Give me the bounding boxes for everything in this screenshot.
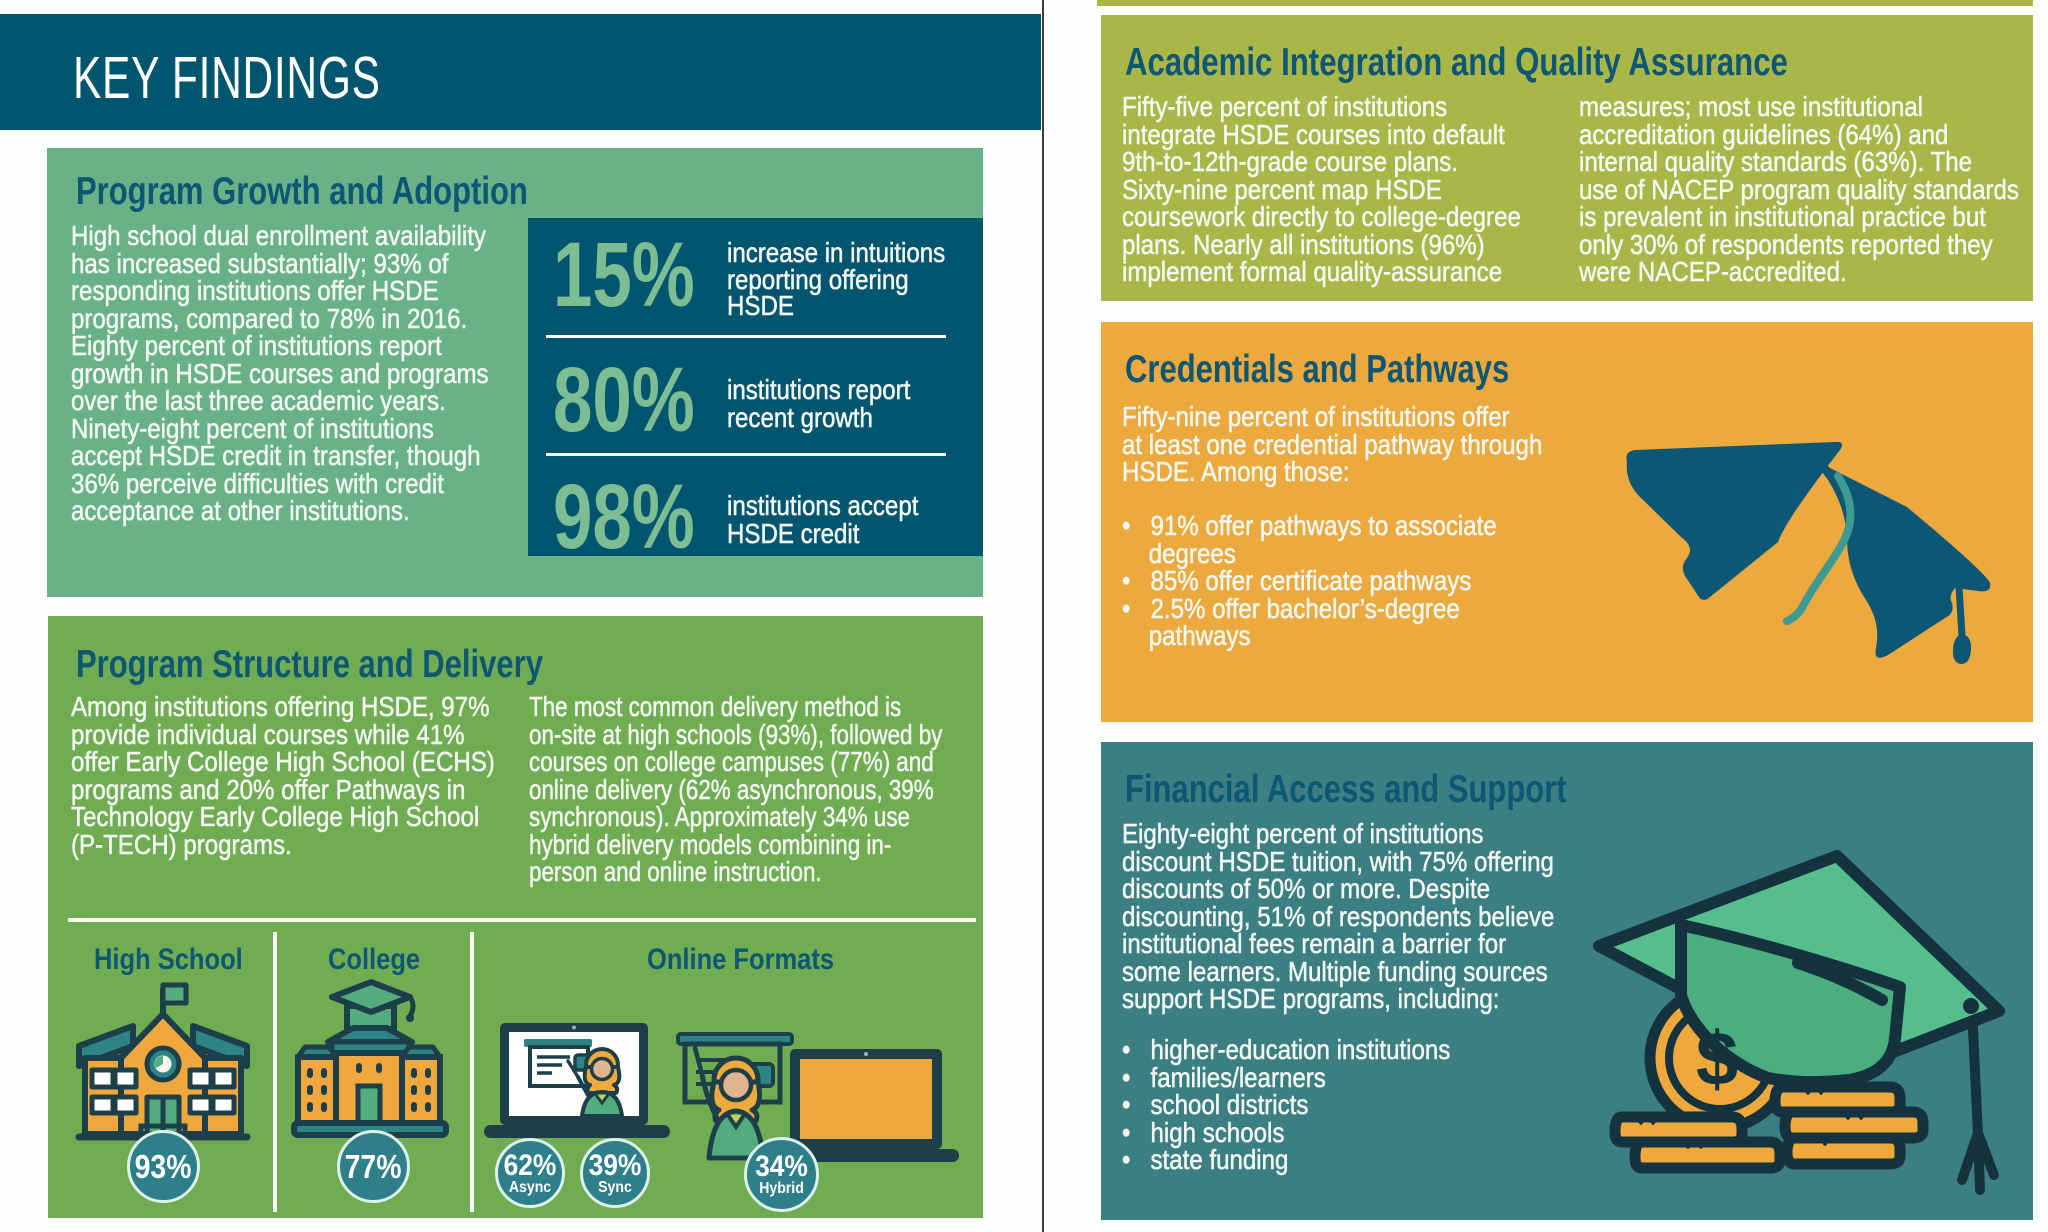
svg-text:$: $ xyxy=(1696,1017,1738,1102)
